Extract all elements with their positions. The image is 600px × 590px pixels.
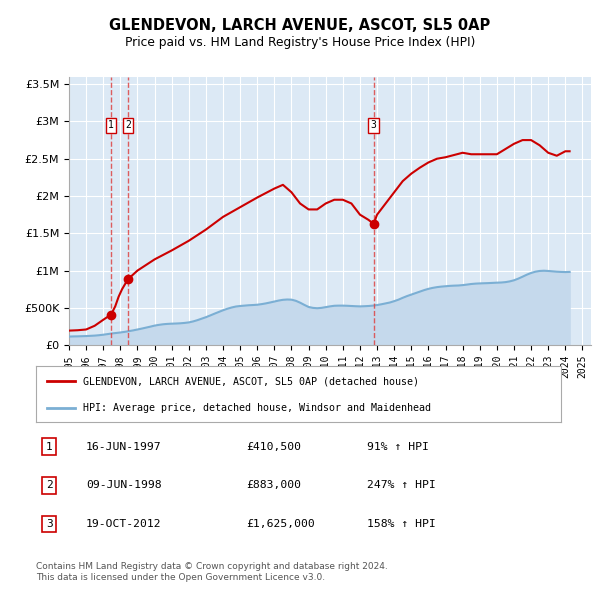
Text: 91% ↑ HPI: 91% ↑ HPI [367, 441, 428, 451]
Text: GLENDEVON, LARCH AVENUE, ASCOT, SL5 0AP (detached house): GLENDEVON, LARCH AVENUE, ASCOT, SL5 0AP … [83, 376, 419, 386]
Text: 09-JUN-1998: 09-JUN-1998 [86, 480, 161, 490]
Text: 3: 3 [371, 120, 377, 130]
Text: Contains HM Land Registry data © Crown copyright and database right 2024.: Contains HM Land Registry data © Crown c… [36, 562, 388, 571]
Text: 247% ↑ HPI: 247% ↑ HPI [367, 480, 436, 490]
Text: £883,000: £883,000 [246, 480, 301, 490]
Text: Price paid vs. HM Land Registry's House Price Index (HPI): Price paid vs. HM Land Registry's House … [125, 36, 475, 49]
Text: GLENDEVON, LARCH AVENUE, ASCOT, SL5 0AP: GLENDEVON, LARCH AVENUE, ASCOT, SL5 0AP [109, 18, 491, 34]
Text: 158% ↑ HPI: 158% ↑ HPI [367, 519, 436, 529]
Text: £410,500: £410,500 [246, 441, 301, 451]
Text: 19-OCT-2012: 19-OCT-2012 [86, 519, 161, 529]
Text: 1: 1 [108, 120, 114, 130]
Text: This data is licensed under the Open Government Licence v3.0.: This data is licensed under the Open Gov… [36, 572, 325, 582]
Text: 2: 2 [125, 120, 131, 130]
Text: 3: 3 [46, 519, 53, 529]
Text: HPI: Average price, detached house, Windsor and Maidenhead: HPI: Average price, detached house, Wind… [83, 404, 431, 414]
Text: 16-JUN-1997: 16-JUN-1997 [86, 441, 161, 451]
Text: 1: 1 [46, 441, 53, 451]
Text: 2: 2 [46, 480, 53, 490]
Text: £1,625,000: £1,625,000 [246, 519, 315, 529]
